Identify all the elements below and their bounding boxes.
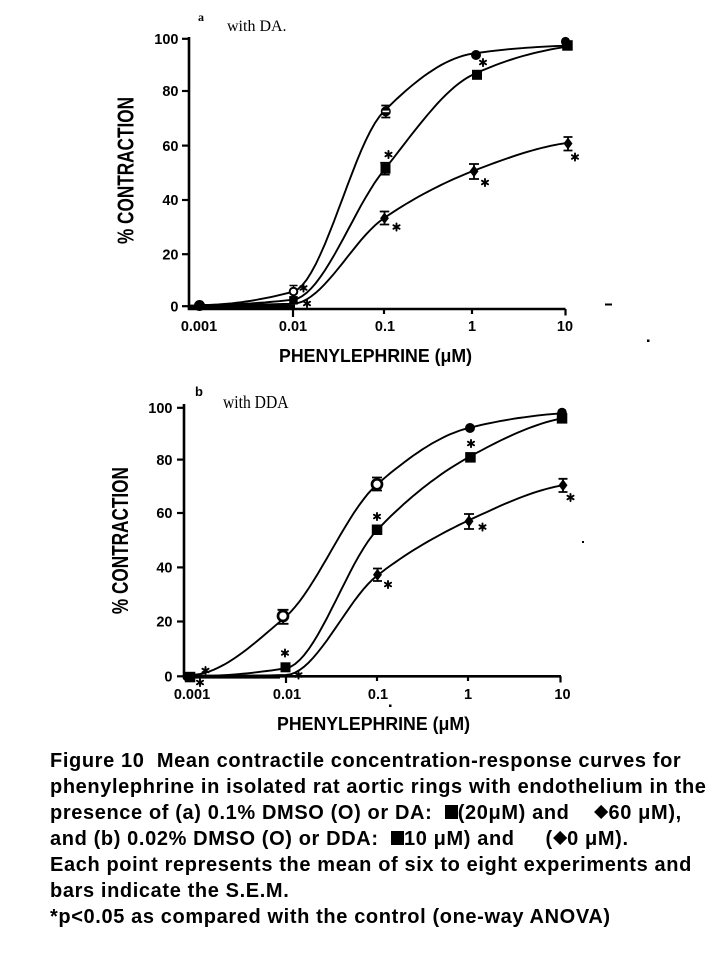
svg-text:% CONTRACTION: % CONTRACTION bbox=[113, 97, 139, 244]
svg-text:a: a bbox=[198, 10, 204, 24]
svg-text:0.1: 0.1 bbox=[368, 687, 388, 703]
svg-text:% CONTRACTION: % CONTRACTION bbox=[107, 467, 133, 614]
svg-text:100: 100 bbox=[148, 401, 172, 417]
svg-text:100: 100 bbox=[154, 32, 178, 48]
svg-text:40: 40 bbox=[162, 193, 178, 209]
svg-text:60: 60 bbox=[162, 139, 178, 155]
svg-text:with DA.: with DA. bbox=[227, 18, 287, 35]
svg-text:80: 80 bbox=[156, 453, 172, 469]
svg-text:20: 20 bbox=[156, 615, 172, 631]
svg-text:b: b bbox=[195, 384, 203, 399]
svg-text:60: 60 bbox=[156, 506, 172, 522]
svg-text:with DDA: with DDA bbox=[223, 392, 289, 412]
svg-text:0.1: 0.1 bbox=[375, 319, 395, 335]
svg-text:PHENYLEPHRINE (μM): PHENYLEPHRINE (μM) bbox=[277, 714, 470, 734]
svg-text:10: 10 bbox=[554, 687, 570, 703]
svg-text:0.001: 0.001 bbox=[181, 319, 217, 335]
svg-text:40: 40 bbox=[156, 561, 172, 577]
svg-text:0: 0 bbox=[170, 299, 178, 315]
svg-text:0: 0 bbox=[164, 670, 172, 686]
svg-text:0.01: 0.01 bbox=[279, 319, 307, 335]
svg-text:0.001: 0.001 bbox=[174, 687, 210, 703]
svg-text:10: 10 bbox=[557, 319, 573, 335]
svg-text:1: 1 bbox=[468, 319, 476, 335]
svg-text:20: 20 bbox=[162, 247, 178, 263]
svg-text:1: 1 bbox=[464, 687, 472, 703]
svg-text:0.01: 0.01 bbox=[273, 687, 301, 703]
svg-text:80: 80 bbox=[162, 84, 178, 100]
svg-text:PHENYLEPHRINE (μM): PHENYLEPHRINE (μM) bbox=[279, 346, 472, 366]
